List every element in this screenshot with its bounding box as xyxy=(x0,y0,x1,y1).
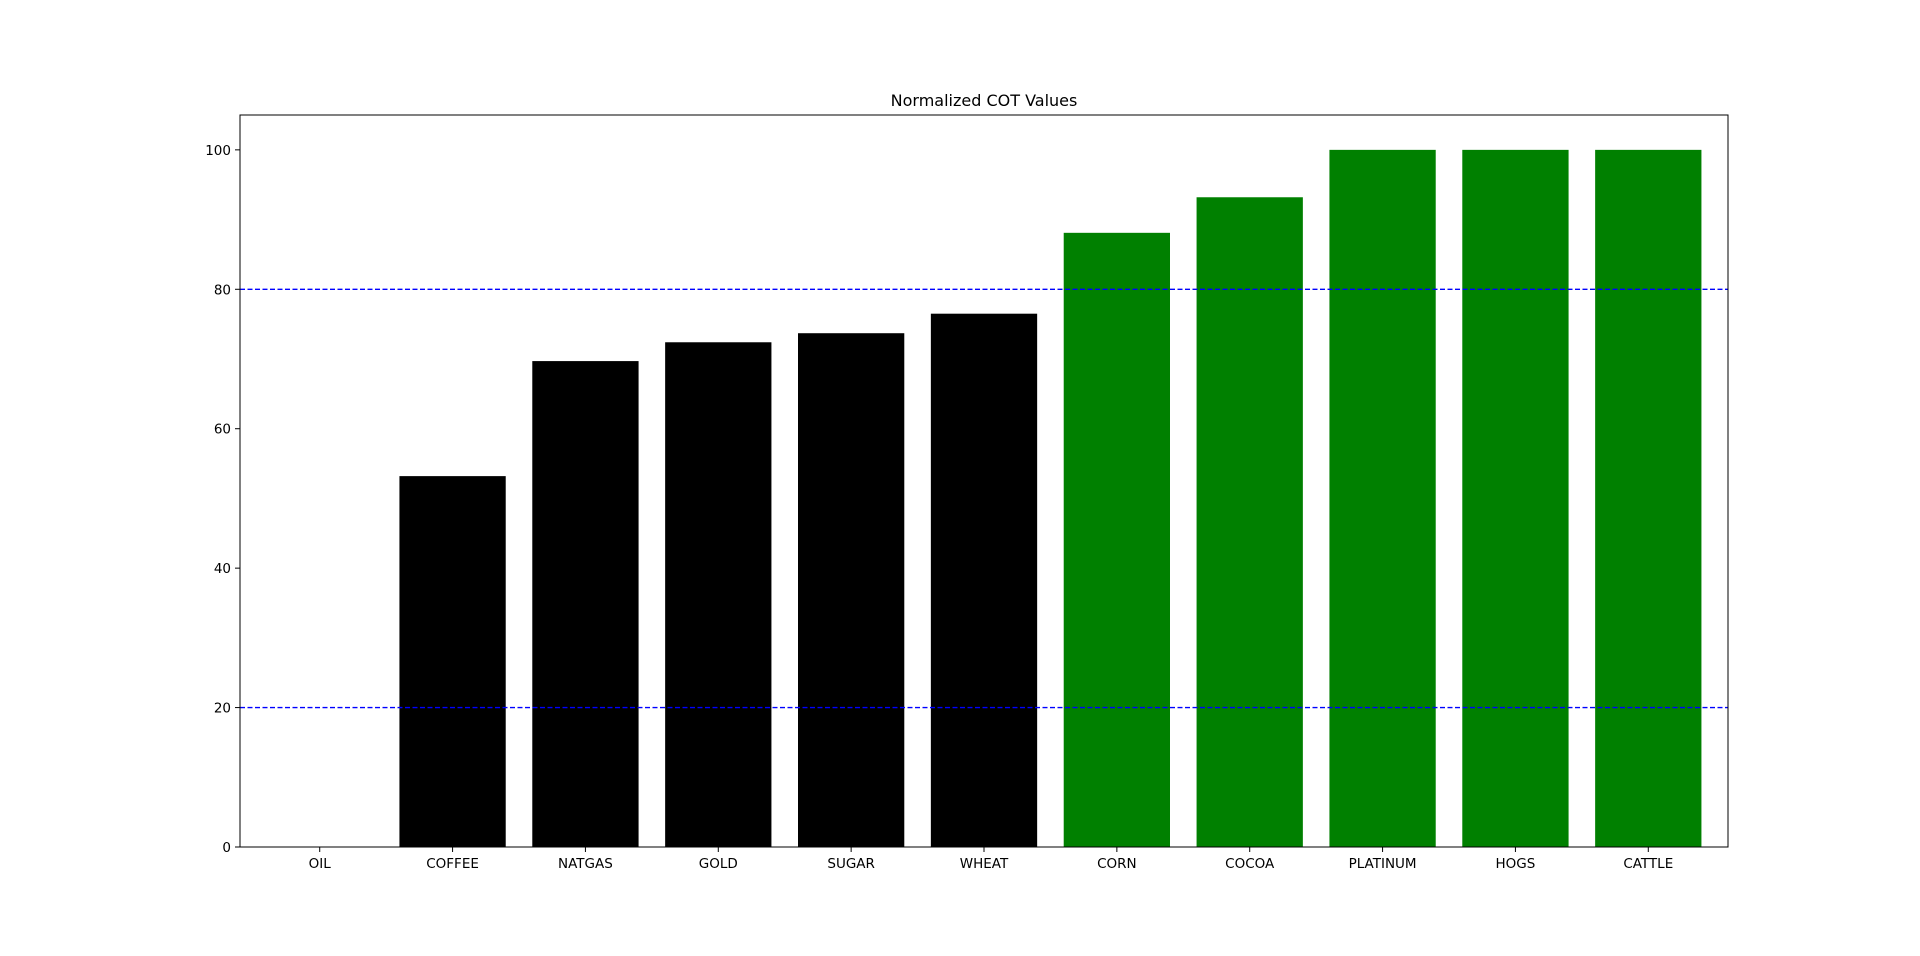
bar-coffee xyxy=(399,476,506,847)
y-tick-label: 40 xyxy=(214,561,231,577)
y-tick-label: 20 xyxy=(214,701,231,717)
x-tick-label: NATGAS xyxy=(558,856,613,872)
bar-corn xyxy=(1063,232,1170,847)
x-tick-label: HOGS xyxy=(1496,856,1536,872)
bar-gold xyxy=(665,342,772,847)
x-tick-label: OIL xyxy=(309,856,332,872)
x-tick-label: CATTLE xyxy=(1623,856,1673,872)
bar-wheat xyxy=(930,313,1038,847)
bar-hogs xyxy=(1462,149,1569,848)
bar-natgas xyxy=(532,361,639,847)
x-tick-label: COFFEE xyxy=(426,856,479,872)
x-tick-label: SUGAR xyxy=(827,856,875,872)
y-tick-label: 100 xyxy=(205,143,231,159)
bar-cattle xyxy=(1595,149,1702,848)
bar-cocoa xyxy=(1196,197,1303,847)
chart-title: Normalized COT Values xyxy=(891,91,1078,110)
y-tick-label: 80 xyxy=(214,282,231,298)
bar-sugar xyxy=(798,333,905,848)
x-tick-label: GOLD xyxy=(699,856,738,872)
bar-platinum xyxy=(1329,149,1436,848)
y-tick-label: 0 xyxy=(222,840,231,856)
x-tick-label: PLATINUM xyxy=(1349,856,1417,872)
y-tick-label: 60 xyxy=(214,422,231,438)
x-tick-label: COCOA xyxy=(1225,856,1275,872)
x-tick-label: CORN xyxy=(1097,856,1137,872)
x-tick-label: WHEAT xyxy=(960,856,1009,872)
